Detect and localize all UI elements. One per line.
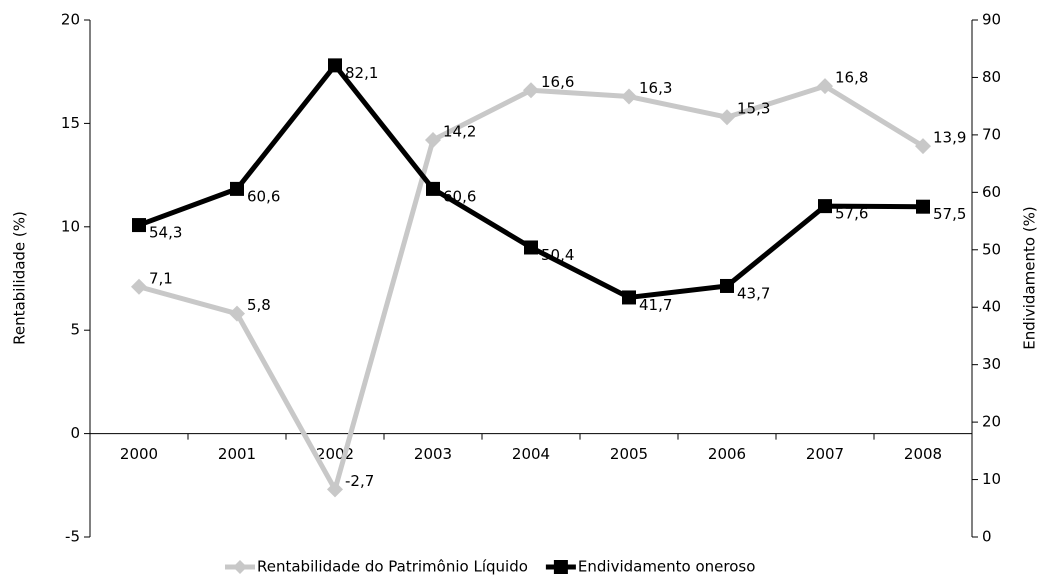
y2-tick-label: 60: [982, 183, 1001, 201]
y2-tick-label: 50: [982, 240, 1001, 258]
y2-tick-label: 90: [982, 11, 1001, 29]
x-tick-label: 2005: [610, 445, 648, 463]
series-line: [138, 61, 924, 301]
data-label: 57,5: [933, 205, 966, 223]
marker: [328, 58, 342, 73]
legend-label: Endividamento oneroso: [578, 558, 756, 576]
y-tick-label: -5: [65, 528, 80, 546]
data-label: 5,8: [247, 296, 271, 314]
marker: [131, 278, 147, 295]
y2-tick-label: 10: [982, 470, 1001, 488]
data-label: 60,6: [443, 187, 476, 205]
x-tick-label: 2001: [218, 445, 256, 463]
y-tick-label: 20: [61, 11, 80, 29]
data-label: 7,1: [149, 269, 173, 287]
data-label: 14,2: [443, 122, 476, 140]
marker: [132, 218, 146, 233]
marker: [229, 305, 245, 322]
data-label: 13,9: [933, 129, 966, 147]
data-label: 57,6: [835, 205, 868, 223]
marker: [817, 78, 833, 95]
y2-axis-label: Endividamento (%): [1021, 206, 1039, 350]
data-label: 41,7: [639, 296, 672, 314]
data-label: 60,6: [247, 187, 280, 205]
y-tick-label: 10: [61, 217, 80, 235]
y2-tick-label: 80: [982, 68, 1001, 86]
legend-label: Rentabilidade do Patrimônio Líquido: [257, 558, 528, 576]
marker: [523, 82, 539, 99]
x-tick-label: 2007: [806, 445, 844, 463]
y2-tick-label: 30: [982, 355, 1001, 373]
data-label: 50,4: [541, 246, 574, 264]
marker: [622, 290, 636, 305]
x-tick-label: 2004: [512, 445, 550, 463]
marker: [425, 131, 441, 148]
y2-tick-label: 0: [982, 528, 992, 546]
y-axis-label: Rentabilidade (%): [11, 211, 29, 345]
data-label: 43,7: [737, 284, 770, 302]
y-tick-label: 0: [70, 424, 80, 442]
marker: [915, 138, 931, 155]
data-label: 16,8: [835, 69, 868, 87]
x-tick-label: 2006: [708, 445, 746, 463]
marker: [818, 199, 832, 214]
x-tick-label: 2003: [414, 445, 452, 463]
marker: [916, 199, 930, 214]
marker: [719, 109, 735, 126]
marker: [720, 278, 734, 293]
y-tick-label: 15: [61, 114, 80, 132]
data-label: -2,7: [345, 472, 374, 490]
y-tick-label: 5: [70, 321, 80, 339]
y2-tick-label: 40: [982, 298, 1001, 316]
y2-tick-label: 70: [982, 125, 1001, 143]
data-label: 54,3: [149, 224, 182, 242]
series-line: [138, 83, 925, 496]
data-label: 82,1: [345, 64, 378, 82]
marker: [426, 181, 440, 196]
x-tick-label: 2008: [904, 445, 942, 463]
marker: [524, 240, 538, 255]
legend-marker: [553, 560, 568, 574]
data-label: 16,3: [639, 79, 672, 97]
legend-marker: [233, 560, 247, 574]
y2-tick-label: 20: [982, 413, 1001, 431]
x-tick-label: 2000: [120, 445, 158, 463]
marker: [230, 181, 244, 196]
marker: [327, 481, 343, 498]
data-label: 15,3: [737, 100, 770, 118]
marker: [621, 88, 637, 105]
data-label: 16,6: [541, 73, 574, 91]
